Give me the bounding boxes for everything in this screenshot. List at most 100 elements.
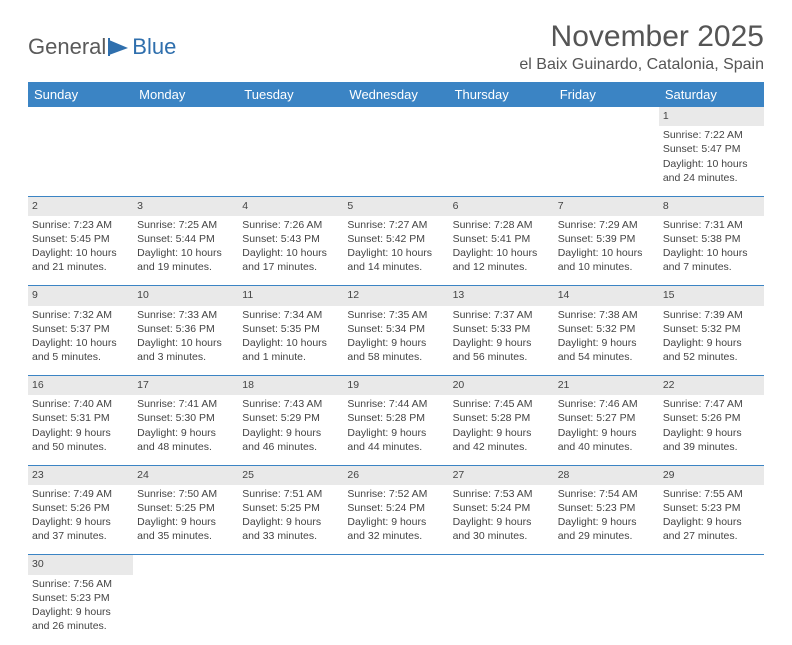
day-cell: Sunrise: 7:53 AMSunset: 5:24 PMDaylight:… [449, 485, 554, 555]
day-cell: Sunrise: 7:22 AMSunset: 5:47 PMDaylight:… [659, 126, 764, 196]
logo-text-general: General [28, 34, 106, 60]
weekday-header-row: SundayMondayTuesdayWednesdayThursdayFrid… [28, 82, 764, 107]
day-cell: Sunrise: 7:25 AMSunset: 5:44 PMDaylight:… [133, 216, 238, 286]
day-number-cell [554, 555, 659, 575]
day-cell: Sunrise: 7:56 AMSunset: 5:23 PMDaylight:… [28, 575, 133, 645]
day-cell [133, 575, 238, 645]
day-number-cell [554, 107, 659, 126]
day-number-row: 1 [28, 107, 764, 126]
day-number-cell: 23 [28, 465, 133, 485]
calendar-body: 1Sunrise: 7:22 AMSunset: 5:47 PMDaylight… [28, 107, 764, 645]
day-cell: Sunrise: 7:55 AMSunset: 5:23 PMDaylight:… [659, 485, 764, 555]
day-number-cell: 21 [554, 376, 659, 396]
day-number-row: 9101112131415 [28, 286, 764, 306]
weekday-header: Wednesday [343, 82, 448, 107]
day-number-row: 23242526272829 [28, 465, 764, 485]
day-cell: Sunrise: 7:27 AMSunset: 5:42 PMDaylight:… [343, 216, 448, 286]
day-number-cell [449, 555, 554, 575]
day-cell [449, 126, 554, 196]
day-cell [554, 575, 659, 645]
day-number-cell: 27 [449, 465, 554, 485]
day-cell: Sunrise: 7:50 AMSunset: 5:25 PMDaylight:… [133, 485, 238, 555]
calendar-table: SundayMondayTuesdayWednesdayThursdayFrid… [28, 82, 764, 645]
day-cell: Sunrise: 7:26 AMSunset: 5:43 PMDaylight:… [238, 216, 343, 286]
day-number-cell: 15 [659, 286, 764, 306]
title-block: November 2025 el Baix Guinardo, Cataloni… [519, 20, 764, 74]
weekday-header: Monday [133, 82, 238, 107]
day-number-cell [28, 107, 133, 126]
day-cell: Sunrise: 7:33 AMSunset: 5:36 PMDaylight:… [133, 306, 238, 376]
day-number-cell: 5 [343, 196, 448, 216]
day-number-cell [133, 107, 238, 126]
day-number-cell [449, 107, 554, 126]
header: General Blue November 2025 el Baix Guina… [28, 20, 764, 74]
day-number-cell: 29 [659, 465, 764, 485]
day-number-cell: 25 [238, 465, 343, 485]
day-cell: Sunrise: 7:43 AMSunset: 5:29 PMDaylight:… [238, 395, 343, 465]
day-number-cell [343, 555, 448, 575]
day-cell [449, 575, 554, 645]
day-number-cell: 12 [343, 286, 448, 306]
weekday-header: Sunday [28, 82, 133, 107]
day-number-cell [343, 107, 448, 126]
day-cell: Sunrise: 7:39 AMSunset: 5:32 PMDaylight:… [659, 306, 764, 376]
day-cell: Sunrise: 7:38 AMSunset: 5:32 PMDaylight:… [554, 306, 659, 376]
weekday-header: Friday [554, 82, 659, 107]
day-number-cell: 16 [28, 376, 133, 396]
day-cell [28, 126, 133, 196]
location: el Baix Guinardo, Catalonia, Spain [519, 56, 764, 74]
day-number-cell: 9 [28, 286, 133, 306]
day-cell [343, 126, 448, 196]
day-number-cell: 14 [554, 286, 659, 306]
weekday-header: Tuesday [238, 82, 343, 107]
day-cell: Sunrise: 7:32 AMSunset: 5:37 PMDaylight:… [28, 306, 133, 376]
day-number-cell: 13 [449, 286, 554, 306]
flag-icon [108, 38, 130, 56]
day-number-cell: 10 [133, 286, 238, 306]
day-content-row: Sunrise: 7:23 AMSunset: 5:45 PMDaylight:… [28, 216, 764, 286]
month-title: November 2025 [519, 20, 764, 54]
day-number-cell: 30 [28, 555, 133, 575]
day-number-cell: 8 [659, 196, 764, 216]
day-content-row: Sunrise: 7:49 AMSunset: 5:26 PMDaylight:… [28, 485, 764, 555]
day-number-cell [659, 555, 764, 575]
day-number-cell: 26 [343, 465, 448, 485]
weekday-header: Thursday [449, 82, 554, 107]
day-cell [133, 126, 238, 196]
day-number-cell: 2 [28, 196, 133, 216]
day-cell: Sunrise: 7:37 AMSunset: 5:33 PMDaylight:… [449, 306, 554, 376]
day-number-row: 30 [28, 555, 764, 575]
day-number-cell: 18 [238, 376, 343, 396]
day-number-cell: 11 [238, 286, 343, 306]
day-content-row: Sunrise: 7:32 AMSunset: 5:37 PMDaylight:… [28, 306, 764, 376]
day-cell [343, 575, 448, 645]
day-cell [554, 126, 659, 196]
day-cell: Sunrise: 7:41 AMSunset: 5:30 PMDaylight:… [133, 395, 238, 465]
day-content-row: Sunrise: 7:56 AMSunset: 5:23 PMDaylight:… [28, 575, 764, 645]
day-number-cell: 22 [659, 376, 764, 396]
day-number-cell: 20 [449, 376, 554, 396]
day-cell: Sunrise: 7:51 AMSunset: 5:25 PMDaylight:… [238, 485, 343, 555]
day-cell: Sunrise: 7:47 AMSunset: 5:26 PMDaylight:… [659, 395, 764, 465]
day-number-cell: 28 [554, 465, 659, 485]
day-content-row: Sunrise: 7:40 AMSunset: 5:31 PMDaylight:… [28, 395, 764, 465]
day-number-cell [238, 107, 343, 126]
day-cell [238, 575, 343, 645]
day-cell: Sunrise: 7:54 AMSunset: 5:23 PMDaylight:… [554, 485, 659, 555]
day-number-row: 16171819202122 [28, 376, 764, 396]
logo: General Blue [28, 20, 176, 60]
day-number-cell: 6 [449, 196, 554, 216]
day-number-row: 2345678 [28, 196, 764, 216]
day-number-cell: 4 [238, 196, 343, 216]
day-number-cell: 3 [133, 196, 238, 216]
day-number-cell [133, 555, 238, 575]
day-cell: Sunrise: 7:40 AMSunset: 5:31 PMDaylight:… [28, 395, 133, 465]
day-cell: Sunrise: 7:28 AMSunset: 5:41 PMDaylight:… [449, 216, 554, 286]
weekday-header: Saturday [659, 82, 764, 107]
day-number-cell: 24 [133, 465, 238, 485]
day-cell: Sunrise: 7:34 AMSunset: 5:35 PMDaylight:… [238, 306, 343, 376]
day-content-row: Sunrise: 7:22 AMSunset: 5:47 PMDaylight:… [28, 126, 764, 196]
day-cell: Sunrise: 7:35 AMSunset: 5:34 PMDaylight:… [343, 306, 448, 376]
day-cell: Sunrise: 7:23 AMSunset: 5:45 PMDaylight:… [28, 216, 133, 286]
day-cell: Sunrise: 7:44 AMSunset: 5:28 PMDaylight:… [343, 395, 448, 465]
